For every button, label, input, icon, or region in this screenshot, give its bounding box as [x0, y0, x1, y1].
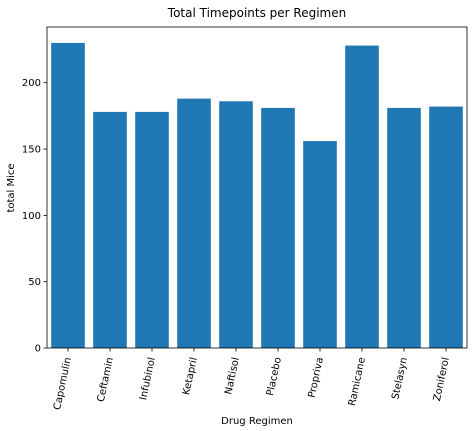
chart-title: Total Timepoints per Regimen	[167, 6, 346, 20]
y-tick-label: 0	[35, 344, 41, 355]
y-tick-label: 100	[22, 211, 41, 222]
bar-stelasyn	[387, 107, 421, 348]
x-tick-label: Propriva	[307, 356, 326, 399]
bar-placebo	[261, 107, 295, 348]
bar-zoniferol	[429, 106, 463, 348]
bar-ceftamin	[93, 111, 127, 348]
bar-naftisol	[219, 101, 253, 348]
bar-propriva	[303, 141, 337, 348]
x-tick-label: Capomulin	[52, 356, 74, 411]
y-tick-label: 50	[28, 277, 41, 288]
x-tick-label: Zoniferol	[432, 356, 452, 402]
x-tick-label: Placebo	[265, 356, 284, 396]
x-tick-label: Ramicane	[347, 356, 368, 407]
bar-ketapril	[177, 98, 211, 348]
y-tick-label: 150	[22, 145, 41, 156]
x-axis-label: Drug Regimen	[221, 416, 293, 427]
y-axis-label: total Mice	[6, 163, 17, 212]
bar-capomulin	[51, 42, 85, 348]
plot-area: 0 50 100 150 200 Capomulin Ceftamin Infubinol Ke…	[22, 26, 468, 411]
bar-ramicane	[345, 45, 379, 348]
x-tick-label: Stelasyn	[390, 356, 410, 400]
bar-infubinol	[135, 111, 169, 348]
x-tick-label: Naftisol	[223, 356, 242, 395]
x-tick-label: Infubinol	[138, 356, 158, 401]
plot-frame	[46, 26, 468, 349]
y-tick-label: 200	[22, 78, 41, 89]
x-tick-label: Ceftamin	[96, 356, 116, 403]
x-tick-label: Ketapril	[181, 356, 200, 396]
